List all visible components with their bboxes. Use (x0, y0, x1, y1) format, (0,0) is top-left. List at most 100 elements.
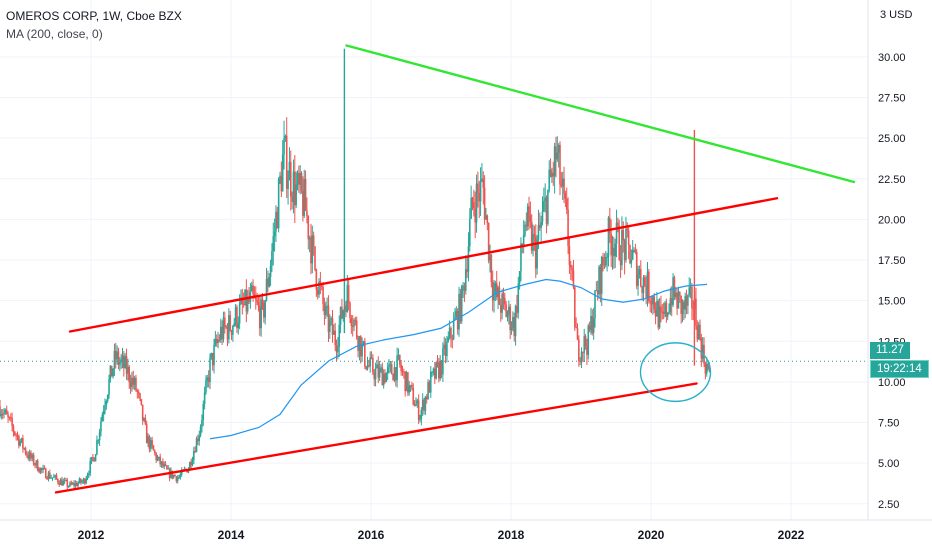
candle-body (366, 365, 369, 370)
candle-body (604, 256, 607, 266)
candle-body (556, 152, 559, 160)
candle-body (680, 295, 682, 315)
candle-body (233, 323, 236, 326)
candle-body (178, 477, 180, 479)
candle-body (303, 178, 306, 216)
candle-body (338, 324, 341, 347)
candle-body (217, 339, 219, 344)
candle-body (429, 371, 432, 393)
candle-body (156, 458, 159, 461)
candle-body (428, 381, 431, 393)
candle-body (59, 479, 62, 485)
candle-body (323, 304, 326, 315)
candle-body (425, 396, 428, 400)
candle-body (250, 285, 253, 292)
candle-body (113, 350, 116, 370)
candle-body (109, 365, 112, 380)
candle-body (302, 190, 304, 216)
candle-body (171, 470, 174, 478)
candle-body (501, 293, 503, 313)
candle-body (151, 440, 153, 446)
currency-label[interactable]: 3 USD (880, 9, 913, 21)
candle-body (652, 296, 654, 305)
candle-body (135, 377, 137, 391)
annotation-layer (639, 342, 712, 403)
candle-body (195, 438, 198, 453)
last-price-tag: 11.27 (870, 342, 910, 359)
candle-body (625, 228, 627, 261)
candle-body (697, 324, 700, 340)
candle-body (238, 303, 241, 324)
candle-body (692, 308, 695, 310)
candle-body (337, 346, 339, 353)
candle-body (175, 476, 178, 482)
candle-body (499, 304, 502, 313)
candle-body (81, 481, 83, 483)
candle-body (609, 217, 611, 234)
candle-body (666, 312, 669, 317)
y-tick-label: 30.00 (878, 52, 906, 64)
candle-body (246, 296, 249, 312)
candle-body (7, 414, 9, 418)
candle-body (641, 286, 643, 294)
x-tick-label: 2016 (358, 528, 385, 542)
candle-body (516, 305, 518, 313)
candle-body (688, 287, 691, 296)
candle-body (582, 351, 584, 353)
candle-body (599, 266, 602, 294)
candle-body (621, 230, 623, 266)
candle-body (567, 209, 569, 247)
candle-body (273, 231, 276, 237)
indicator-label[interactable]: MA (200, close, 0) (6, 27, 103, 41)
candle-body (277, 178, 280, 229)
candle-body (230, 330, 233, 335)
candle-body (93, 457, 96, 462)
candle-body (665, 302, 668, 317)
candle-body (236, 307, 238, 328)
candle-body (71, 483, 74, 485)
candle-body (346, 285, 349, 313)
candle-body (509, 306, 511, 331)
candle-body (260, 299, 262, 329)
candle-body (54, 475, 56, 477)
candle-body (705, 364, 708, 374)
chart-title: OMEROS CORP, 1W, Cboe BZX (6, 9, 182, 23)
candle-body (660, 306, 662, 312)
candle-body (528, 206, 530, 216)
candle-body (443, 344, 446, 349)
candle-body (3, 412, 5, 415)
bar-countdown-timer: 19:22:14 (870, 360, 929, 378)
candle-body (447, 337, 450, 342)
candle-body (405, 372, 408, 392)
candle-body (213, 344, 215, 366)
candle-body (40, 467, 43, 470)
candle-body (384, 373, 386, 382)
candle-body (101, 414, 104, 422)
candle-body (36, 460, 39, 471)
candle-body (400, 364, 402, 372)
candle-body (62, 481, 65, 486)
x-tick-label: 2012 (78, 528, 105, 542)
candle-body (408, 385, 411, 393)
candle-body (229, 315, 231, 331)
candle-body (330, 318, 332, 321)
y-axis-ticks: 2.505.007.5010.0012.5015.0017.5020.0022.… (878, 52, 906, 511)
candle-body (164, 464, 167, 466)
candle-body (654, 309, 657, 317)
candle-body (0, 406, 1, 416)
candle-body (55, 475, 58, 480)
candle-body (602, 257, 604, 265)
candle-body (676, 292, 678, 309)
candle-body (271, 251, 273, 266)
candle-body (49, 472, 51, 479)
candle-body (361, 343, 363, 357)
candle-body (117, 351, 120, 365)
candle-body (423, 399, 425, 411)
candle-body (695, 298, 697, 326)
trendline-resistance (345, 44, 856, 184)
candle-body (275, 211, 277, 232)
candle-body (638, 269, 641, 275)
candle-body (311, 235, 314, 264)
candle-body (631, 250, 634, 260)
